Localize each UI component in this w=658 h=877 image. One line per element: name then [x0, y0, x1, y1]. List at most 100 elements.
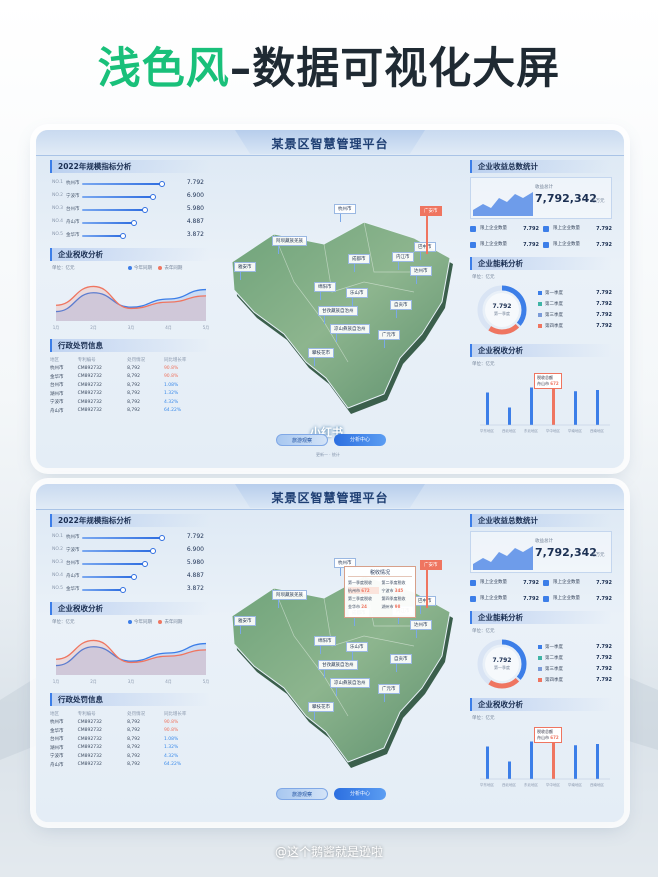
trend-x-tick: 5月: [203, 679, 210, 684]
map-tag-highlight[interactable]: 广安市: [420, 560, 442, 570]
penalty-code: CM892732: [77, 736, 102, 742]
map-pin: [336, 332, 337, 342]
map-city-tag[interactable]: 巴中市: [414, 596, 436, 606]
map-city-tag[interactable]: 杭州市: [334, 204, 356, 214]
penalty-amount: 8,792: [127, 745, 141, 751]
quarter-value: 7.792: [596, 290, 612, 296]
map-pin: [320, 644, 321, 654]
penalty-region: 金华市: [50, 374, 64, 380]
map-city-tag[interactable]: 甘孜藏族自治州: [318, 660, 358, 670]
revenue-item: 限上企业数量 7.792: [543, 593, 612, 605]
map-city-tag[interactable]: 阿坝藏族羌族: [272, 590, 307, 600]
map-city-tag[interactable]: 绵阳市: [314, 282, 336, 292]
energy-quarter-list: 第一季度 7.792 第二季度 7.792 第三季度 7.792 第四季度 7.792: [538, 288, 612, 332]
map-city-tag[interactable]: 乐山市: [346, 642, 368, 652]
rank-row: NO.3 台州市 5.980: [50, 203, 210, 216]
rank-value: 4.887: [186, 218, 204, 225]
rank-city: 杭州市: [66, 181, 80, 186]
map-city-tag[interactable]: 达州市: [410, 266, 432, 276]
tax-bar[interactable]: [596, 744, 599, 779]
tax-bar[interactable]: [486, 746, 489, 780]
tax-bar[interactable]: [574, 745, 577, 779]
map-city-tag[interactable]: 绵阳市: [314, 636, 336, 646]
map-area[interactable]: 杭州市阿坝藏族羌族雅安市绵阳市成都市内江市巴中市达州市广元市广安市甘孜藏族自治州…: [214, 516, 466, 786]
map-city-tag[interactable]: 阿坝藏族羌族: [272, 236, 307, 246]
province-map[interactable]: [214, 162, 466, 432]
analysis-center-button[interactable]: 分析中心: [334, 434, 386, 446]
map-city-tag[interactable]: 广元市: [378, 684, 400, 694]
tax-popup: 税收情况 第一季度税收 第二季度税收 杭州市 672 宁波市 345 第三季度税…: [344, 566, 416, 618]
map-city-tag[interactable]: 广元市: [378, 330, 400, 340]
enterprise-icon: [543, 580, 549, 586]
penalty-col-header: 同比增长率: [163, 358, 187, 363]
tourism-button[interactable]: 旅游观察: [276, 788, 328, 800]
quarter-row: 第四季度 7.792: [538, 675, 612, 686]
penalty-region: 台州市: [50, 383, 64, 389]
rank-no: NO.4: [52, 573, 64, 578]
map-city-tag[interactable]: 自贡市: [390, 654, 412, 664]
tax-bar[interactable]: [508, 407, 511, 426]
map-city-tag[interactable]: 攀枝花市: [308, 702, 334, 712]
trend-x-tick: 2月: [90, 325, 97, 330]
map-city-tag[interactable]: 乐山市: [346, 288, 368, 298]
revenue-item-label: 限上企业数量: [553, 226, 580, 231]
penalty-amount: 8,792: [127, 365, 141, 371]
rank-value: 7.792: [186, 533, 204, 540]
map-city-tag[interactable]: 凉山彝族自治州: [330, 678, 370, 688]
revenue-item-label: 限上企业数量: [553, 580, 580, 585]
quarter-color-swatch: [538, 677, 542, 682]
rank-city: 杭州市: [66, 535, 80, 540]
map-city-tag[interactable]: 凉山彝族自治州: [330, 324, 370, 334]
map-city-tag[interactable]: 内江市: [392, 252, 414, 262]
right-column: 企业收益总数统计 收益总计 7,792,342 亿万元 限上企业数量 7.792 限…: [470, 160, 612, 456]
tax-bar[interactable]: [530, 741, 533, 780]
revenue-total-value: 7,792,342: [535, 192, 597, 205]
rank-bar: [82, 196, 152, 198]
rank-value: 6.900: [186, 546, 204, 553]
revenue-total-unit: 亿万元: [591, 553, 605, 558]
map-tag-highlight[interactable]: 广安市: [420, 206, 442, 216]
dashboard-preview-2: 某景区智慧管理平台 2022年规模指标分析 NO.1 杭州市 7.792 NO.2 宁波…: [36, 484, 624, 822]
map-city-tag[interactable]: 成都市: [348, 254, 370, 264]
tax-bars-title: 企业税收分析: [470, 698, 612, 711]
revenue-item-label: 限上企业数量: [553, 596, 580, 601]
tax-bars-unit: 单位：亿元: [472, 716, 495, 721]
map-pin: [324, 314, 325, 324]
tax-bar[interactable]: [508, 761, 511, 780]
penalty-title: 行政处罚信息: [50, 339, 210, 352]
revenue-item: 限上企业数量 7.792: [543, 223, 612, 235]
map-city-tag[interactable]: 自贡市: [390, 300, 412, 310]
tourism-button[interactable]: 旅游观察: [276, 434, 328, 446]
energy-title: 企业能耗分析: [470, 257, 612, 270]
map-city-tag[interactable]: 达州市: [410, 620, 432, 630]
tax-bars-tooltip-value: 672: [550, 735, 559, 740]
tax-bar[interactable]: [552, 383, 555, 425]
map-city-tag[interactable]: 雅安市: [234, 616, 256, 626]
rank-no: NO.3: [52, 560, 64, 565]
dashboard-preview-1: 某景区智慧管理平台 2022年规模指标分析 NO.1 杭州市 7.792 NO.2 宁波…: [36, 130, 624, 468]
map-area[interactable]: 杭州市阿坝藏族羌族雅安市绵阳市 成都市 内江市巴中市达州市广元市 广安市甘孜藏族自治州…: [214, 162, 466, 439]
analysis-center-button[interactable]: 分析中心: [334, 788, 386, 800]
revenue-item: 限上企业数量 7.792: [470, 593, 539, 605]
map-city-tag[interactable]: 雅安市: [234, 262, 256, 272]
tax-bar[interactable]: [486, 392, 489, 426]
tax-bar[interactable]: [596, 390, 599, 425]
trend-area-0: [56, 289, 206, 321]
tax-bar[interactable]: [574, 391, 577, 425]
tax-bar[interactable]: [530, 387, 533, 426]
penalty-code: CM892732: [77, 762, 102, 768]
map-pin: [320, 290, 321, 300]
province-map[interactable]: [214, 516, 466, 786]
map-city-tag[interactable]: 甘孜藏族自治州: [318, 306, 358, 316]
rank-bar-handle: [142, 561, 148, 567]
penalty-code: CM892732: [77, 399, 102, 405]
tax-bar[interactable]: [552, 737, 555, 779]
map-city-tag[interactable]: 巴中市: [414, 242, 436, 252]
map-city-tag[interactable]: 攀枝花市: [308, 348, 334, 358]
revenue-item: 限上企业数量 7.792: [543, 239, 612, 251]
penalty-row: 宁波市 CM892732 8,792 4.32%: [50, 398, 210, 407]
rank-bar: [82, 576, 133, 578]
penalty-col-header: 专利编号: [77, 712, 96, 717]
rank-bar: [82, 563, 144, 565]
revenue-item-value: 7.792: [596, 242, 612, 248]
